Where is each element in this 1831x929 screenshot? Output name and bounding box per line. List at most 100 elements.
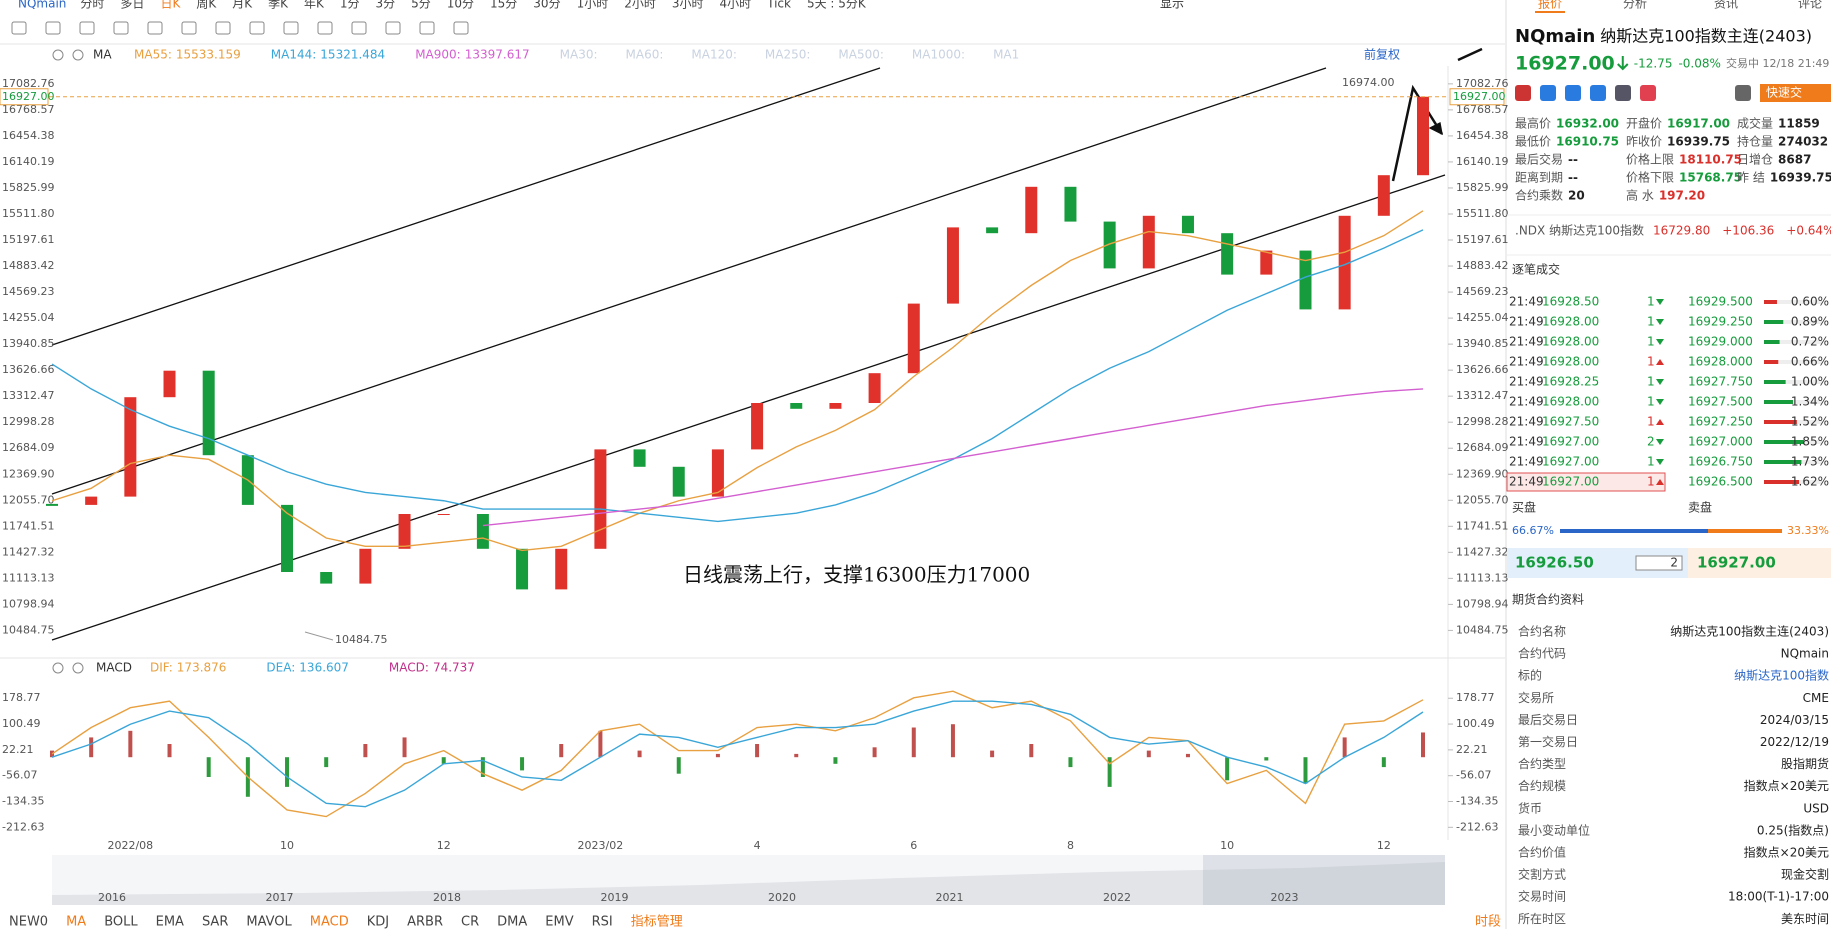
y-tick-label: 12055.70 (2, 493, 55, 506)
period-tab[interactable]: 年K (304, 0, 325, 11)
period-tab[interactable]: 15分 (490, 0, 517, 11)
feature-icon[interactable] (1540, 85, 1556, 101)
tool-icon[interactable] (11, 21, 27, 35)
macd-title[interactable]: MACD (96, 661, 132, 675)
quick-button-label[interactable]: 快速交 (1766, 85, 1802, 100)
candle (986, 227, 999, 234)
legend-label[interactable]: MA120: (691, 48, 737, 62)
display-button[interactable]: 显示 (1160, 0, 1184, 11)
quick-button[interactable] (1760, 84, 1831, 102)
tool-icon[interactable] (147, 21, 163, 35)
legend-label[interactable]: MA500: (838, 48, 884, 62)
indicator-tab[interactable]: MA (66, 915, 86, 929)
panel-tab[interactable]: 报价 (1538, 0, 1562, 11)
legend-label[interactable]: MA1 (993, 48, 1019, 62)
contract-value: 股指期货 (1781, 756, 1829, 771)
dist-bar (1764, 360, 1779, 364)
panel-tab[interactable]: 资讯 (1714, 0, 1738, 11)
tool-icon[interactable] (351, 21, 367, 35)
feature-icon[interactable] (1590, 85, 1606, 101)
feature-icon[interactable] (1515, 85, 1531, 101)
feature-icon[interactable] (1615, 85, 1631, 101)
period-tab[interactable]: 月K (232, 0, 253, 11)
period-tab[interactable]: 分时 (80, 0, 104, 11)
trade-qty: 1 (1647, 455, 1655, 469)
period-tab[interactable]: Tick (766, 0, 791, 11)
indicator-tab[interactable]: EMV (545, 915, 573, 929)
tool-icon[interactable] (181, 21, 197, 35)
indicator-tab[interactable]: EMA (156, 915, 184, 929)
tool-icon[interactable] (79, 21, 95, 35)
indicator-tab[interactable]: RSI (592, 915, 613, 929)
legend-label[interactable]: MA1000: (912, 48, 965, 62)
candle (594, 449, 607, 549)
tool-icon[interactable] (317, 21, 333, 35)
quote-status: 交易中 12/18 21:49 (1726, 56, 1829, 70)
settings-icon[interactable] (52, 49, 64, 61)
indicator-tab[interactable]: BOLL (104, 915, 138, 929)
candle (790, 403, 803, 409)
period-tab[interactable]: 3分 (375, 0, 395, 11)
panel-tab[interactable]: 分析 (1623, 0, 1647, 11)
period-tab[interactable]: 3小时 (672, 0, 704, 11)
panel-tab[interactable]: 评论 (1798, 0, 1822, 11)
tool-icon[interactable] (419, 21, 435, 35)
settings-icon[interactable] (52, 662, 64, 674)
navigator-window[interactable] (1203, 855, 1445, 905)
indicator-tab[interactable]: MAVOL (246, 915, 292, 929)
tool-icon[interactable] (45, 21, 61, 35)
close-icon[interactable] (72, 49, 84, 61)
y-tick-label: 13940.85 (2, 337, 55, 350)
alert-icon[interactable] (1735, 85, 1751, 101)
feature-icon[interactable] (1565, 85, 1581, 101)
period-tab[interactable]: 4小时 (720, 0, 752, 11)
indicator-tab[interactable]: DMA (497, 915, 527, 929)
tool-icon[interactable] (249, 21, 265, 35)
period-tab[interactable]: 日K (160, 0, 181, 11)
macd-bar (167, 744, 172, 758)
indicator-tab[interactable]: CR (461, 915, 479, 929)
stat-value: 16939.75 (1667, 135, 1730, 149)
indicator-tab[interactable]: KDJ (367, 915, 389, 929)
period-tab[interactable]: 10分 (447, 0, 474, 11)
feature-icon[interactable] (1640, 85, 1656, 101)
indicator-line (51, 700, 1424, 808)
period-tab[interactable]: 5天 : 5分K (807, 0, 867, 11)
legend-label[interactable]: MA30: (560, 48, 598, 62)
tool-icon[interactable] (453, 21, 469, 35)
tool-icon[interactable] (283, 21, 299, 35)
indicator-tab[interactable]: SAR (202, 915, 228, 929)
period-tab[interactable]: 多日 (120, 0, 144, 11)
y-tick-label: 17082.76 (2, 77, 55, 90)
adjust-toggle[interactable]: 前复权 (1364, 47, 1400, 62)
candle (1260, 250, 1273, 275)
period-tab[interactable]: 5分 (411, 0, 431, 11)
tool-icon[interactable] (113, 21, 129, 35)
stat-label: 成交量 (1737, 116, 1773, 131)
indicator-tab[interactable]: MACD (310, 915, 349, 929)
contract-label: 交易时间 (1518, 889, 1566, 904)
period-tab[interactable]: 周K (196, 0, 217, 11)
stat-value: 197.20 (1659, 189, 1705, 203)
legend-label[interactable]: MA250: (765, 48, 811, 62)
indicator-line (482, 388, 1424, 527)
period-tab[interactable]: 季K (268, 0, 289, 11)
contract-value[interactable]: 纳斯达克100指数 (1734, 668, 1829, 683)
symbol-tab[interactable]: NQmain (18, 0, 66, 11)
period-tab[interactable]: 1小时 (577, 0, 609, 11)
indicator-tab[interactable]: ARBR (407, 915, 443, 929)
ask-bg (1688, 548, 1831, 578)
tool-icon[interactable] (215, 21, 231, 35)
period-tab[interactable]: 30分 (533, 0, 560, 11)
y-tick-label: 16768.57 (2, 103, 55, 116)
period-tab[interactable]: 1分 (340, 0, 360, 11)
indicator-tab[interactable]: NEW0 (9, 915, 48, 929)
session-tab[interactable]: 时段 (1475, 915, 1501, 929)
stat-label: 开盘价 (1626, 116, 1662, 131)
period-tab[interactable]: 2小时 (624, 0, 656, 11)
indicator-manage[interactable]: 指标管理 (631, 915, 683, 929)
tool-icon[interactable] (385, 21, 401, 35)
close-icon[interactable] (72, 662, 84, 674)
legend-label[interactable]: MA60: (626, 48, 664, 62)
